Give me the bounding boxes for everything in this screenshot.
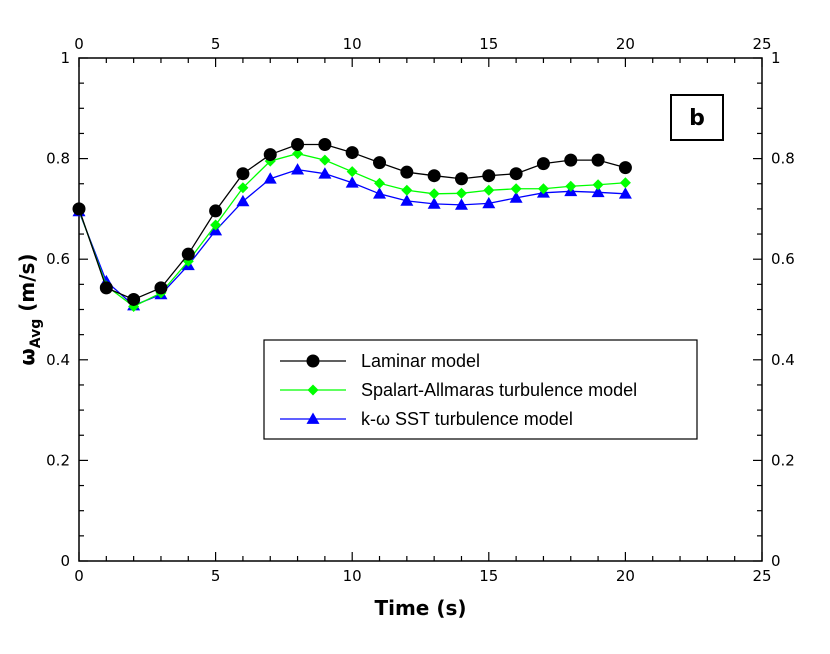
y-tick-label-right: 0.8	[771, 150, 795, 168]
legend: Laminar model Spalart-Allmaras turbulence…	[263, 339, 698, 440]
legend-swatch-marker	[306, 354, 320, 368]
data-point	[72, 202, 86, 216]
data-point	[318, 138, 332, 152]
data-point	[345, 146, 359, 160]
panel-label: b	[689, 106, 705, 131]
data-point	[345, 176, 359, 188]
data-point	[373, 187, 387, 199]
x-tick-label-top: 5	[211, 35, 221, 53]
y-tick-label-right: 0.6	[771, 250, 795, 268]
data-point	[591, 185, 605, 198]
y-axis-title-unit: (m/s)	[15, 253, 39, 318]
x-tick-label-bottom: 10	[343, 567, 362, 585]
data-point	[592, 179, 604, 191]
data-point	[455, 187, 467, 199]
x-tick-label-top: 10	[343, 35, 362, 53]
data-point	[318, 167, 332, 179]
y-tick-label-right: 1	[771, 49, 781, 67]
y-tick-label-left: 0.4	[46, 351, 70, 369]
data-point	[291, 138, 305, 152]
series-0	[72, 138, 632, 306]
y-axis-title-symbol: ω	[15, 348, 39, 365]
series-group	[72, 138, 632, 312]
data-point	[482, 196, 496, 209]
y-tick-label-right: 0.2	[771, 451, 795, 469]
data-point	[454, 198, 468, 210]
x-axis-title: Time (s)	[374, 596, 466, 620]
y-tick-label-right: 0.4	[771, 351, 795, 369]
data-point	[618, 161, 632, 175]
panel-label-frame	[670, 94, 724, 141]
data-point	[263, 148, 277, 162]
plot-frame	[78, 57, 763, 562]
data-point	[127, 292, 141, 306]
data-point	[292, 148, 304, 160]
y-tick-label-left: 0.8	[46, 150, 70, 168]
data-point	[591, 153, 605, 167]
legend-label: k-ω SST turbulence model	[361, 409, 573, 429]
data-point	[454, 172, 468, 186]
y-axis-title-subscript: Avg	[28, 319, 44, 348]
data-point	[236, 194, 250, 207]
data-point	[373, 156, 387, 170]
data-point	[346, 166, 358, 178]
y-tick-label-left: 1	[60, 49, 70, 67]
panel-label-box: b	[670, 94, 724, 141]
legend-swatch-marker	[307, 384, 319, 396]
y-tick-label-right: 0	[771, 552, 781, 570]
legend-label: Spalart-Allmaras turbulence model	[361, 380, 637, 400]
legend-frame	[263, 339, 698, 440]
data-point	[427, 197, 441, 209]
data-point	[209, 204, 223, 218]
data-point	[618, 187, 632, 199]
axis-ticks	[78, 57, 763, 562]
data-point	[428, 188, 440, 200]
x-tick-label-bottom: 5	[211, 567, 221, 585]
data-point	[237, 182, 249, 194]
x-tick-label-bottom: 0	[74, 567, 84, 585]
data-point	[181, 247, 195, 261]
data-point	[291, 163, 305, 175]
data-point	[400, 165, 414, 179]
data-point	[537, 183, 549, 195]
data-point	[509, 167, 523, 181]
legend-label: Laminar model	[361, 351, 480, 371]
data-point	[210, 219, 222, 231]
x-tick-label-bottom: 15	[479, 567, 498, 585]
data-point	[400, 194, 414, 206]
data-point	[510, 183, 522, 195]
data-point	[427, 169, 441, 183]
data-point	[401, 184, 413, 196]
y-tick-label-left: 0	[60, 552, 70, 570]
data-point	[483, 184, 495, 196]
data-point	[374, 177, 386, 189]
data-point	[619, 177, 631, 189]
data-point	[482, 169, 496, 183]
data-point	[99, 281, 113, 295]
data-point	[263, 172, 277, 184]
data-point	[564, 153, 578, 167]
x-tick-label-top: 0	[74, 35, 84, 53]
x-tick-label-bottom: 20	[616, 567, 635, 585]
x-tick-label-top: 25	[752, 35, 771, 53]
data-point	[509, 191, 523, 203]
x-tick-label-top: 15	[479, 35, 498, 53]
data-point	[319, 154, 331, 166]
data-point	[236, 167, 250, 181]
x-tick-label-bottom: 25	[752, 567, 771, 585]
y-tick-label-left: 0.2	[46, 451, 70, 469]
data-point	[154, 281, 168, 295]
legend-swatch-marker	[306, 412, 320, 424]
y-axis-title: ωAvg (m/s)	[15, 253, 44, 365]
series-2	[72, 163, 632, 311]
data-point	[565, 180, 577, 192]
data-point	[536, 157, 550, 171]
y-tick-label-left: 0.6	[46, 250, 70, 268]
x-tick-label-top: 20	[616, 35, 635, 53]
